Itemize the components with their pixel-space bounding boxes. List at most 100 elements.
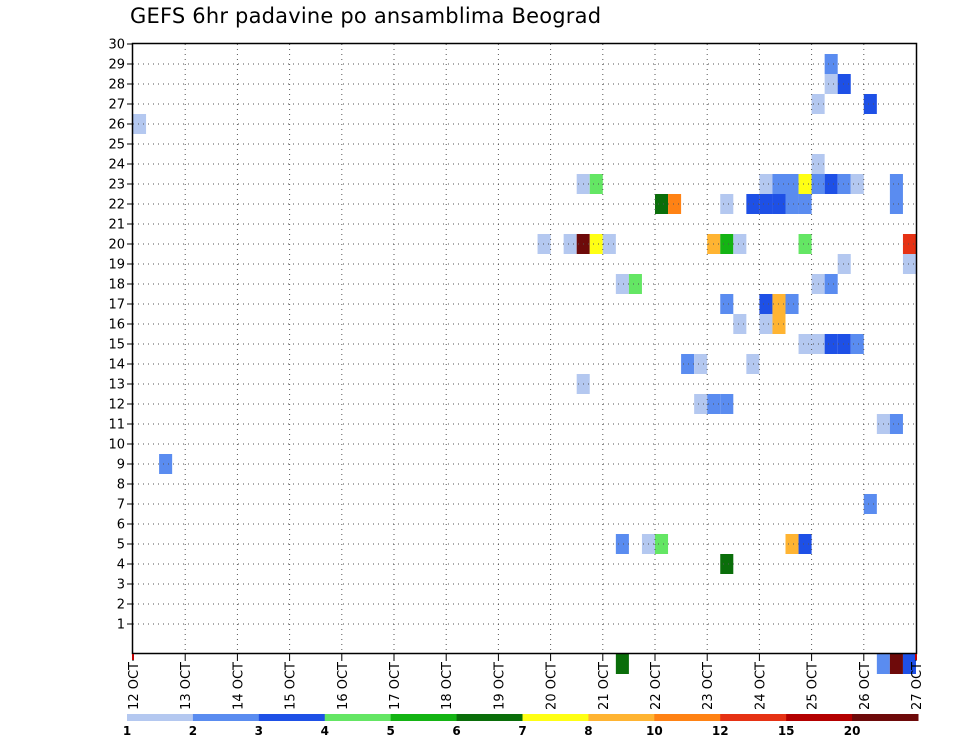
heatmap-cell xyxy=(746,194,760,214)
y-tick-label: 25 xyxy=(108,138,125,153)
heatmap-cell xyxy=(602,234,616,254)
heatmap-cell xyxy=(785,294,799,314)
y-tick-label: 21 xyxy=(108,218,125,233)
heatmap-cell xyxy=(720,394,734,414)
x-tick-label: 16 OCT xyxy=(336,662,351,710)
heatmap-cell xyxy=(824,334,838,354)
y-tick-label: 8 xyxy=(117,478,125,493)
heatmap-cell xyxy=(785,534,799,554)
y-tick-label: 1 xyxy=(117,618,125,633)
heatmap-cell xyxy=(798,534,812,554)
y-tick-label: 4 xyxy=(117,558,125,573)
heatmap-cell xyxy=(837,74,851,94)
heatmap-cell xyxy=(850,334,864,354)
heatmap-cell xyxy=(615,534,629,554)
heatmap-cell xyxy=(694,354,708,374)
x-tick-label: 21 OCT xyxy=(597,662,612,710)
chart-title: GEFS 6hr padavine po ansamblima Beograd xyxy=(130,4,602,28)
colorbar-swatch xyxy=(852,714,919,721)
colorbar: 1 2 3 4 5 6 7 8 10 12 15 20 xyxy=(123,714,919,738)
heatmap-cell xyxy=(837,174,851,194)
heatmap-cell xyxy=(733,234,747,254)
y-tick-label: 2 xyxy=(117,598,125,613)
colorbar-label: 15 xyxy=(778,724,795,738)
x-tick-label: 15 OCT xyxy=(284,662,299,710)
heatmap-cell xyxy=(759,194,773,214)
y-tick-label: 17 xyxy=(108,298,125,313)
heatmap-cell xyxy=(902,654,916,674)
x-tick-label: 26 OCT xyxy=(858,662,873,710)
heatmap-cell xyxy=(824,174,838,194)
colorbar-swatch xyxy=(654,714,721,721)
y-tick-label: 22 xyxy=(108,198,125,213)
y-tick-label: 3 xyxy=(117,578,125,593)
x-tick-label: 27 OCT xyxy=(910,662,925,710)
x-tick-label: 14 OCT xyxy=(231,662,246,710)
y-tick-label: 7 xyxy=(117,498,125,513)
heatmap-cell xyxy=(798,334,812,354)
heatmap-cell xyxy=(798,234,812,254)
y-tick-label: 23 xyxy=(108,178,125,193)
heatmap-cell xyxy=(876,654,890,674)
colorbar-swatch xyxy=(588,714,655,721)
y-tick-label: 28 xyxy=(108,78,125,93)
colorbar-label: 6 xyxy=(452,724,460,738)
y-tick-label: 20 xyxy=(108,238,125,253)
x-axis: 12 OCT 13 OCT 14 OCT 15 OCT 16 OCT 17 OCT 18 O… xyxy=(127,654,925,710)
x-tick-label: 20 OCT xyxy=(545,662,560,710)
y-axis: 1234567891011121314151617181920212223242… xyxy=(108,38,133,633)
heatmap-cell xyxy=(785,194,799,214)
heatmap-cell xyxy=(863,94,877,114)
heatmap-cell xyxy=(837,254,851,274)
heatmap-cell xyxy=(798,174,812,194)
y-tick-label: 27 xyxy=(108,98,125,113)
y-tick-label: 30 xyxy=(108,38,125,53)
colorbar-swatch xyxy=(786,714,853,721)
colorbar-swatch xyxy=(192,714,260,721)
heatmap-cell xyxy=(720,234,734,254)
y-tick-label: 5 xyxy=(117,538,125,553)
y-tick-label: 29 xyxy=(108,58,125,73)
heatmap-cell xyxy=(133,114,147,134)
heatmap-cell xyxy=(681,354,695,374)
y-tick-label: 12 xyxy=(108,398,125,413)
colorbar-label: 20 xyxy=(844,724,861,738)
heatmap-cell xyxy=(668,194,682,214)
x-tick-label: 18 OCT xyxy=(440,662,455,710)
x-tick-label: 22 OCT xyxy=(649,662,664,710)
heatmap-cell xyxy=(785,174,799,194)
y-tick-label: 15 xyxy=(108,338,125,353)
heatmap-cell xyxy=(720,554,734,574)
heatmap-cell xyxy=(159,454,173,474)
heatmap-cell xyxy=(655,534,669,554)
heatmap-cell xyxy=(889,654,903,674)
heatmap-cell xyxy=(889,194,903,214)
heatmap-cell xyxy=(655,194,669,214)
heatmap-cell xyxy=(902,254,916,274)
x-tick-label: 25 OCT xyxy=(806,662,821,710)
x-tick-label: 24 OCT xyxy=(753,662,768,710)
colorbar-label: 4 xyxy=(321,724,329,738)
colorbar-swatch xyxy=(258,714,326,721)
heatmap-cell xyxy=(694,394,708,414)
y-tick-label: 9 xyxy=(117,458,125,473)
x-tick-label: 12 OCT xyxy=(127,662,142,710)
heatmap-cell xyxy=(615,274,629,294)
plot-frame xyxy=(131,42,918,655)
y-tick-label: 26 xyxy=(108,118,125,133)
colorbar-swatch xyxy=(522,714,589,721)
colorbar-swatch xyxy=(456,714,523,721)
y-tick-label: 6 xyxy=(117,518,125,533)
colorbar-label: 3 xyxy=(255,724,263,738)
colorbar-label: 12 xyxy=(712,724,729,738)
heatmap-cell xyxy=(759,174,773,194)
heatmap-cell xyxy=(720,194,734,214)
y-tick-label: 16 xyxy=(108,318,125,333)
heatmap-cell xyxy=(863,494,877,514)
y-tick-label: 18 xyxy=(108,278,125,293)
heatmap-cell xyxy=(537,234,551,254)
colorbar-label: 10 xyxy=(646,724,663,738)
x-tick-label: 19 OCT xyxy=(492,662,507,710)
heatmap-cell xyxy=(733,314,747,334)
